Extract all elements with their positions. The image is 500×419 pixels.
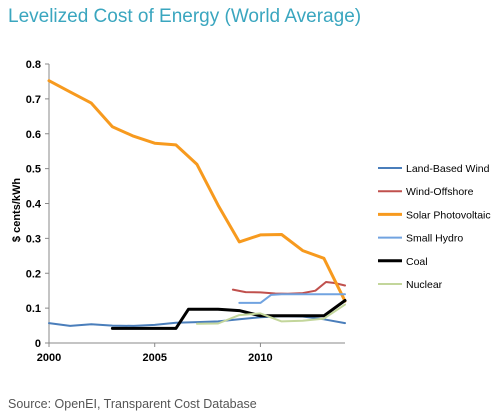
y-tick-label: 0.8 [26,59,41,71]
series-line-coal [110,299,347,330]
legend-label-nuclear: Nuclear [406,279,443,291]
x-tick-label: 2000 [37,352,61,364]
series-line-nuclear [196,303,346,325]
series-line-wind-offshore [231,281,346,295]
y-tick-label: 0.7 [26,94,41,106]
series-layer [47,79,347,330]
x-tick-label: 2010 [248,352,272,364]
series-line-small-hydro [238,293,346,304]
chart-title: Levelized Cost of Energy (World Average) [8,6,362,27]
legend-label-wind-offshore: Wind-Offshore [406,186,474,198]
axes: 0 0.1 0.2 0.3 0.4 0.5 0.6 0.7 0.8 2000 2005 2010 [26,59,345,364]
y-tick-label: 0.1 [26,303,41,315]
legend-label-land-based-wind: Land-Based Wind [406,163,490,175]
x-tick-label: 2005 [142,352,166,364]
y-tick-label: 0.4 [26,199,42,211]
legend-label-small-hydro: Small Hydro [406,233,463,245]
y-tick-label: 0.2 [26,268,41,280]
y-tick-label: 0.6 [26,129,41,141]
y-tick-label: 0.5 [26,164,41,176]
series-line-solar-photovoltaic [47,79,347,303]
legend: Land-Based Wind Wind-Offshore Solar Photov… [378,163,491,291]
y-axis-label: $ cents/kWh [11,178,23,242]
legend-label-solar-photovoltaic: Solar Photovoltaic [406,209,491,221]
legend-label-coal: Coal [406,256,428,268]
y-tick-label: 0 [35,338,41,350]
y-tick-label: 0.3 [26,233,41,245]
source-note: Source: OpenEI, Transparent Cost Databas… [8,397,257,411]
